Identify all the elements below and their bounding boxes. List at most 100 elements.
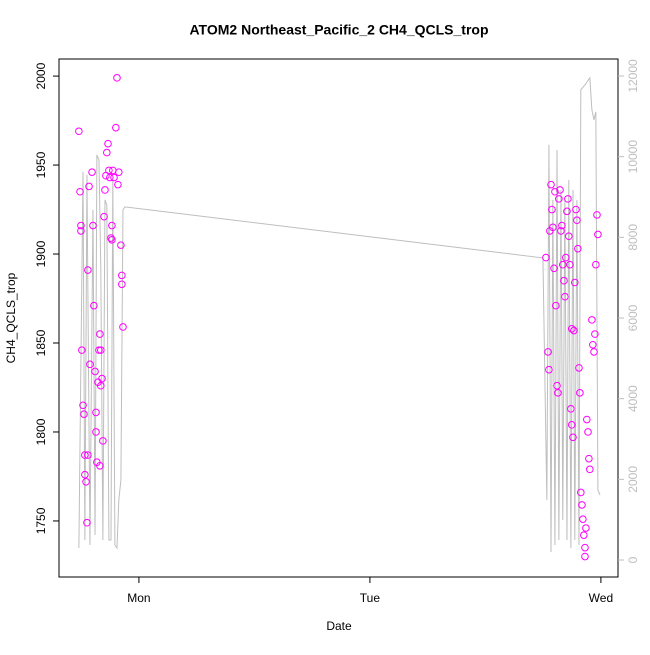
data-point: [96, 461, 104, 470]
data-point: [580, 531, 588, 539]
data-point: [88, 168, 96, 176]
data-point: [75, 127, 83, 136]
data-point: [76, 187, 84, 196]
data-point: [119, 323, 127, 331]
data-point: [99, 437, 107, 445]
y-tick-label: 1750: [34, 507, 48, 534]
data-point: [581, 552, 589, 561]
data-point: [582, 524, 590, 532]
y-tick-label: 2000: [34, 62, 48, 89]
data-point: [578, 501, 586, 509]
data-point: [557, 227, 565, 235]
data-point: [85, 182, 93, 191]
data-point: [561, 292, 569, 301]
data-point: [575, 364, 583, 372]
data-point: [581, 543, 589, 552]
data-point: [585, 454, 593, 463]
data-point: [92, 428, 100, 436]
data-point: [545, 365, 553, 374]
data-point: [558, 221, 566, 230]
data-point: [570, 326, 578, 335]
data-point: [564, 232, 573, 241]
data-point: [567, 405, 575, 413]
x-tick-label: Wed: [589, 591, 613, 605]
data-point: [78, 346, 86, 354]
y-tick-label: 1850: [34, 329, 48, 356]
data-point: [586, 465, 594, 474]
data-point: [547, 180, 555, 189]
data-point: [77, 227, 85, 235]
y2-tick-label: 2000: [626, 466, 640, 493]
data-point: [101, 186, 109, 194]
data-point: [568, 324, 576, 333]
data-point: [590, 348, 598, 356]
data-point: [114, 180, 122, 189]
data-point: [577, 488, 585, 497]
data-point: [92, 408, 100, 417]
data-point: [574, 244, 582, 253]
data-point: [584, 428, 592, 436]
x-tick-label: Mon: [127, 591, 150, 605]
data-point: [97, 381, 105, 390]
data-point: [560, 276, 568, 285]
data-point: [555, 195, 563, 203]
data-point: [591, 330, 599, 338]
chart-title: ATOM2 Northeast_Pacific_2 CH4_QCLS_trop: [189, 22, 488, 38]
data-point: [589, 340, 597, 349]
data-point: [118, 271, 126, 280]
data-point: [86, 360, 94, 369]
data-point: [544, 348, 552, 356]
data-point: [115, 168, 123, 176]
data-point: [84, 266, 92, 274]
data-point: [91, 367, 99, 376]
y2-tick-label: 6000: [626, 304, 640, 331]
data-point: [90, 301, 98, 310]
data-point: [579, 515, 587, 523]
data-point: [108, 235, 116, 244]
y-tick-label: 1950: [34, 151, 48, 178]
y2-tick-label: 8000: [626, 224, 640, 251]
data-point: [583, 415, 591, 424]
data-point: [84, 451, 92, 459]
data-point: [104, 139, 112, 148]
y2-tick-label: 0: [626, 556, 640, 563]
data-point: [80, 410, 88, 418]
data-point: [550, 264, 558, 273]
data-point: [573, 216, 581, 225]
data-point: [563, 207, 571, 216]
data-point: [79, 401, 87, 410]
data-point: [83, 518, 91, 527]
data-point: [564, 195, 572, 203]
y-axis-label: CH4_QCLS_trop: [4, 272, 18, 363]
x-axis-label: Date: [326, 619, 352, 633]
data-point: [553, 381, 561, 390]
data-point: [551, 187, 559, 196]
data-point: [97, 346, 105, 354]
data-point: [81, 470, 89, 479]
data-point: [548, 205, 556, 214]
y2-tick-label: 10000: [626, 140, 640, 174]
data-point: [566, 260, 574, 269]
data-point: [568, 421, 576, 429]
data-point: [572, 205, 580, 214]
data-point: [554, 389, 562, 397]
data-point: [556, 186, 564, 194]
data-point: [98, 374, 106, 383]
data-point: [561, 253, 570, 262]
data-point: [576, 389, 584, 397]
y2-tick-label: 4000: [626, 385, 640, 412]
data-point: [77, 221, 85, 230]
data-point: [105, 166, 113, 175]
data-point: [593, 211, 601, 219]
data-point: [592, 260, 600, 269]
data-point: [117, 241, 125, 249]
data-point: [558, 260, 567, 269]
data-point: [549, 223, 557, 232]
data-point: [108, 221, 116, 230]
data-point: [588, 316, 596, 324]
data-point: [552, 301, 560, 310]
data-point: [110, 173, 118, 182]
data-point: [112, 123, 120, 132]
